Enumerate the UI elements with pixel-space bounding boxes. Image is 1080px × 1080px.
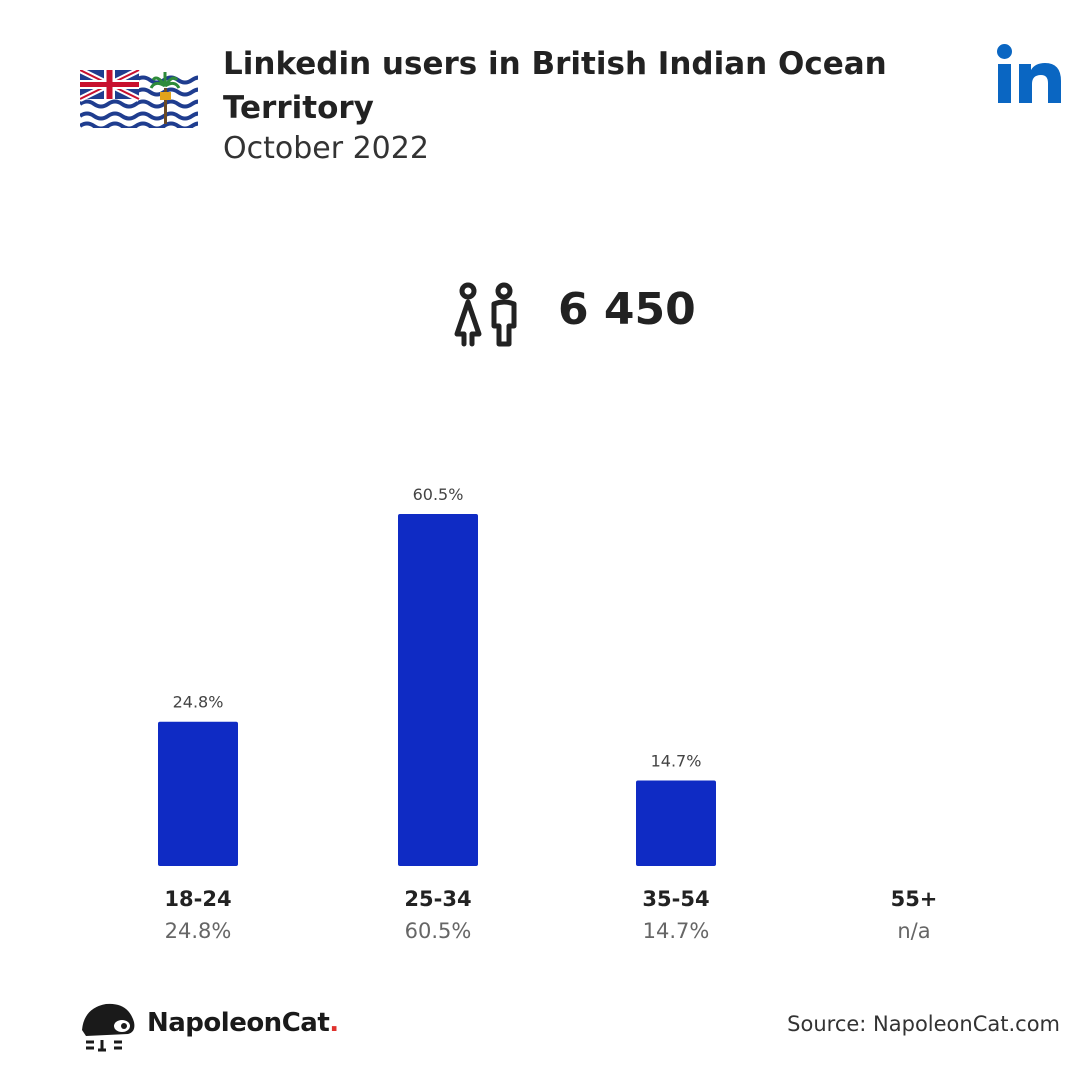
category-label: 18-24	[164, 887, 231, 911]
category-value-label: 60.5%	[405, 919, 472, 943]
page-subtitle: October 2022	[223, 131, 429, 166]
category-label: 55+	[891, 887, 938, 911]
brand-name-text: NapoleonCat	[147, 1008, 330, 1038]
bar-top-label: 14.7%	[651, 751, 702, 770]
category-value-label: n/a	[897, 919, 930, 943]
bar-top-label: 24.8%	[173, 693, 224, 712]
users-icon	[454, 282, 517, 347]
brand-dot: .	[329, 1008, 339, 1038]
linkedin-logo-icon	[997, 44, 1061, 103]
bar-top-label: 60.5%	[413, 485, 464, 504]
brand-name: NapoleonCat.	[147, 1008, 339, 1038]
bar-18-24	[158, 721, 238, 866]
napoleoncat-logo-icon	[82, 1003, 135, 1052]
total-users-value: 6 450	[558, 284, 696, 335]
category-label: 35-54	[642, 887, 709, 911]
category-label: 25-34	[404, 887, 471, 911]
category-value-label: 14.7%	[643, 919, 710, 943]
source-text: Source: NapoleonCat.com	[787, 1012, 1060, 1036]
bar-35-54	[636, 780, 716, 866]
page-title: Linkedin users in British Indian Ocean T…	[223, 46, 887, 126]
category-value-label: 24.8%	[165, 919, 232, 943]
bar-25-34	[398, 514, 478, 866]
age-distribution-bar-chart: 24.8% 18-24 24.8% 60.5% 25-34 60.5% 14.7% 35-54…	[158, 485, 938, 943]
british-indian-ocean-territory-flag-icon	[80, 70, 198, 128]
